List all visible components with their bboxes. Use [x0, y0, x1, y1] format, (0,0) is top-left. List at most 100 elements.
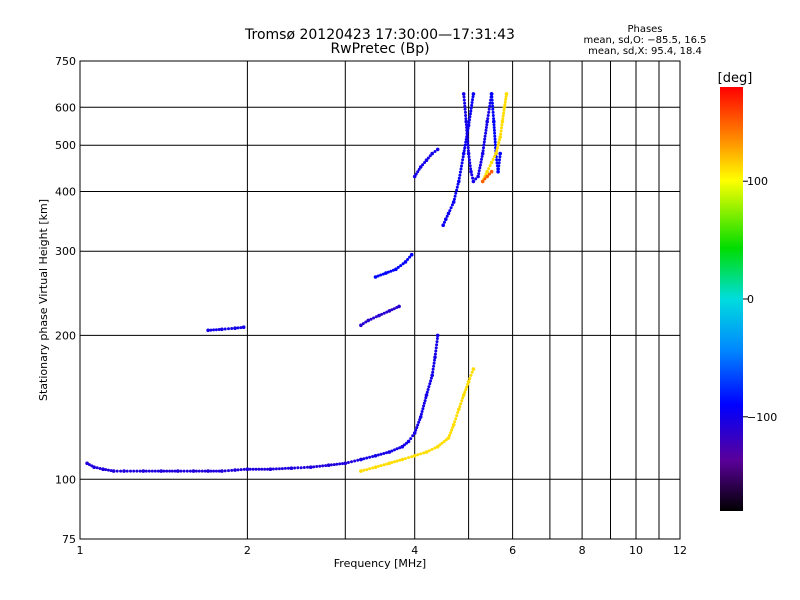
chart-title: Tromsø 20120423 17:30:00—17:31:43	[245, 27, 515, 43]
trace-dot	[209, 469, 213, 473]
trace-dot	[393, 460, 396, 464]
trace-dot	[410, 455, 414, 459]
trace-dot	[483, 137, 487, 141]
trace-dot	[429, 379, 433, 383]
trace-dot	[487, 110, 491, 114]
trace-dot	[469, 106, 473, 110]
trace-dot	[230, 468, 234, 472]
trace-dot	[356, 458, 360, 462]
data-point	[435, 147, 440, 152]
trace-dot	[168, 469, 172, 473]
trace-dot	[442, 440, 446, 443]
trace-dot	[435, 340, 439, 344]
trace-dot	[230, 327, 234, 330]
trace-dot	[492, 117, 496, 121]
trace-dot	[451, 426, 455, 429]
trace-dot	[461, 396, 465, 400]
data-point	[343, 461, 348, 466]
data-point	[394, 267, 398, 272]
trace-dot	[385, 310, 389, 314]
trace-dot	[119, 469, 123, 473]
trace-dot	[459, 167, 463, 171]
data-point	[387, 461, 392, 466]
y-tick-label: 100	[55, 473, 76, 486]
trace-dot	[396, 265, 400, 269]
trace-dot	[459, 402, 463, 406]
trace-dot	[299, 466, 303, 470]
trace-dot	[242, 467, 246, 471]
trace-dot	[449, 206, 453, 210]
data-point	[191, 469, 196, 473]
trace-dot	[306, 465, 309, 469]
trace-dot	[501, 114, 505, 118]
data-point	[424, 393, 429, 397]
data-point	[387, 309, 392, 313]
trace-dot	[402, 443, 406, 447]
trace-dot	[423, 399, 427, 403]
colorbar	[720, 87, 743, 511]
trace-dot	[469, 373, 473, 377]
trace-dot	[416, 453, 420, 457]
trace-dot	[464, 117, 468, 121]
data-point	[424, 450, 429, 454]
trace-dot	[498, 138, 501, 142]
trace-dot	[296, 466, 300, 470]
phases-title: Phases	[627, 24, 663, 35]
trace-dot	[425, 390, 429, 394]
data-point	[466, 379, 471, 384]
trace-dot	[480, 157, 483, 161]
data-point	[424, 158, 429, 162]
trace-dot	[434, 346, 438, 350]
trace-dot	[399, 264, 403, 268]
trace-dot	[431, 367, 435, 371]
trace-dot	[227, 327, 230, 331]
trace-dot	[460, 164, 463, 168]
data-point	[485, 174, 490, 179]
trace-dot	[390, 461, 394, 464]
trace-dot	[274, 467, 278, 471]
trace-dot	[390, 449, 394, 453]
trace-dot	[497, 141, 501, 145]
trace-dot	[380, 312, 384, 316]
trace-dot	[422, 401, 426, 405]
trace-dot	[463, 107, 467, 111]
trace-dot	[465, 134, 469, 138]
data-point	[430, 373, 435, 378]
trace-dot	[302, 466, 306, 469]
trace-dot	[417, 167, 421, 171]
trace-dot	[468, 377, 472, 381]
trace-dot	[173, 469, 177, 473]
trace-dot	[466, 143, 470, 147]
trace-dot	[95, 466, 99, 470]
trace-dot	[236, 468, 240, 472]
trace-dot	[468, 112, 472, 116]
data-point	[435, 333, 440, 338]
trace-dot	[455, 188, 459, 192]
trace-dot	[466, 137, 469, 141]
trace-dot	[500, 126, 503, 130]
trace-dot	[341, 462, 344, 466]
trace-dot	[471, 95, 475, 99]
trace-dot	[217, 469, 221, 473]
trace-dot	[398, 446, 402, 450]
trace-dot	[463, 110, 467, 114]
colorbar-unit-label: [deg]	[718, 71, 753, 86]
trace-dot	[385, 462, 388, 466]
trace-dot	[474, 177, 478, 181]
trace-dot	[501, 117, 505, 121]
trace-dot	[492, 123, 496, 127]
data-point	[308, 465, 313, 470]
trace-dot	[467, 158, 471, 162]
trace-dot	[293, 466, 297, 470]
trace-dot	[223, 327, 227, 331]
data-point	[489, 160, 494, 165]
trace-dot	[405, 441, 408, 445]
data-point	[498, 135, 503, 139]
data-point	[384, 271, 388, 275]
trace-dot	[125, 469, 129, 473]
trace-dot	[421, 407, 425, 411]
trace-dot	[492, 128, 496, 132]
trace-dot	[382, 311, 386, 315]
trace-dot	[490, 98, 494, 102]
trace-dot	[87, 463, 91, 467]
